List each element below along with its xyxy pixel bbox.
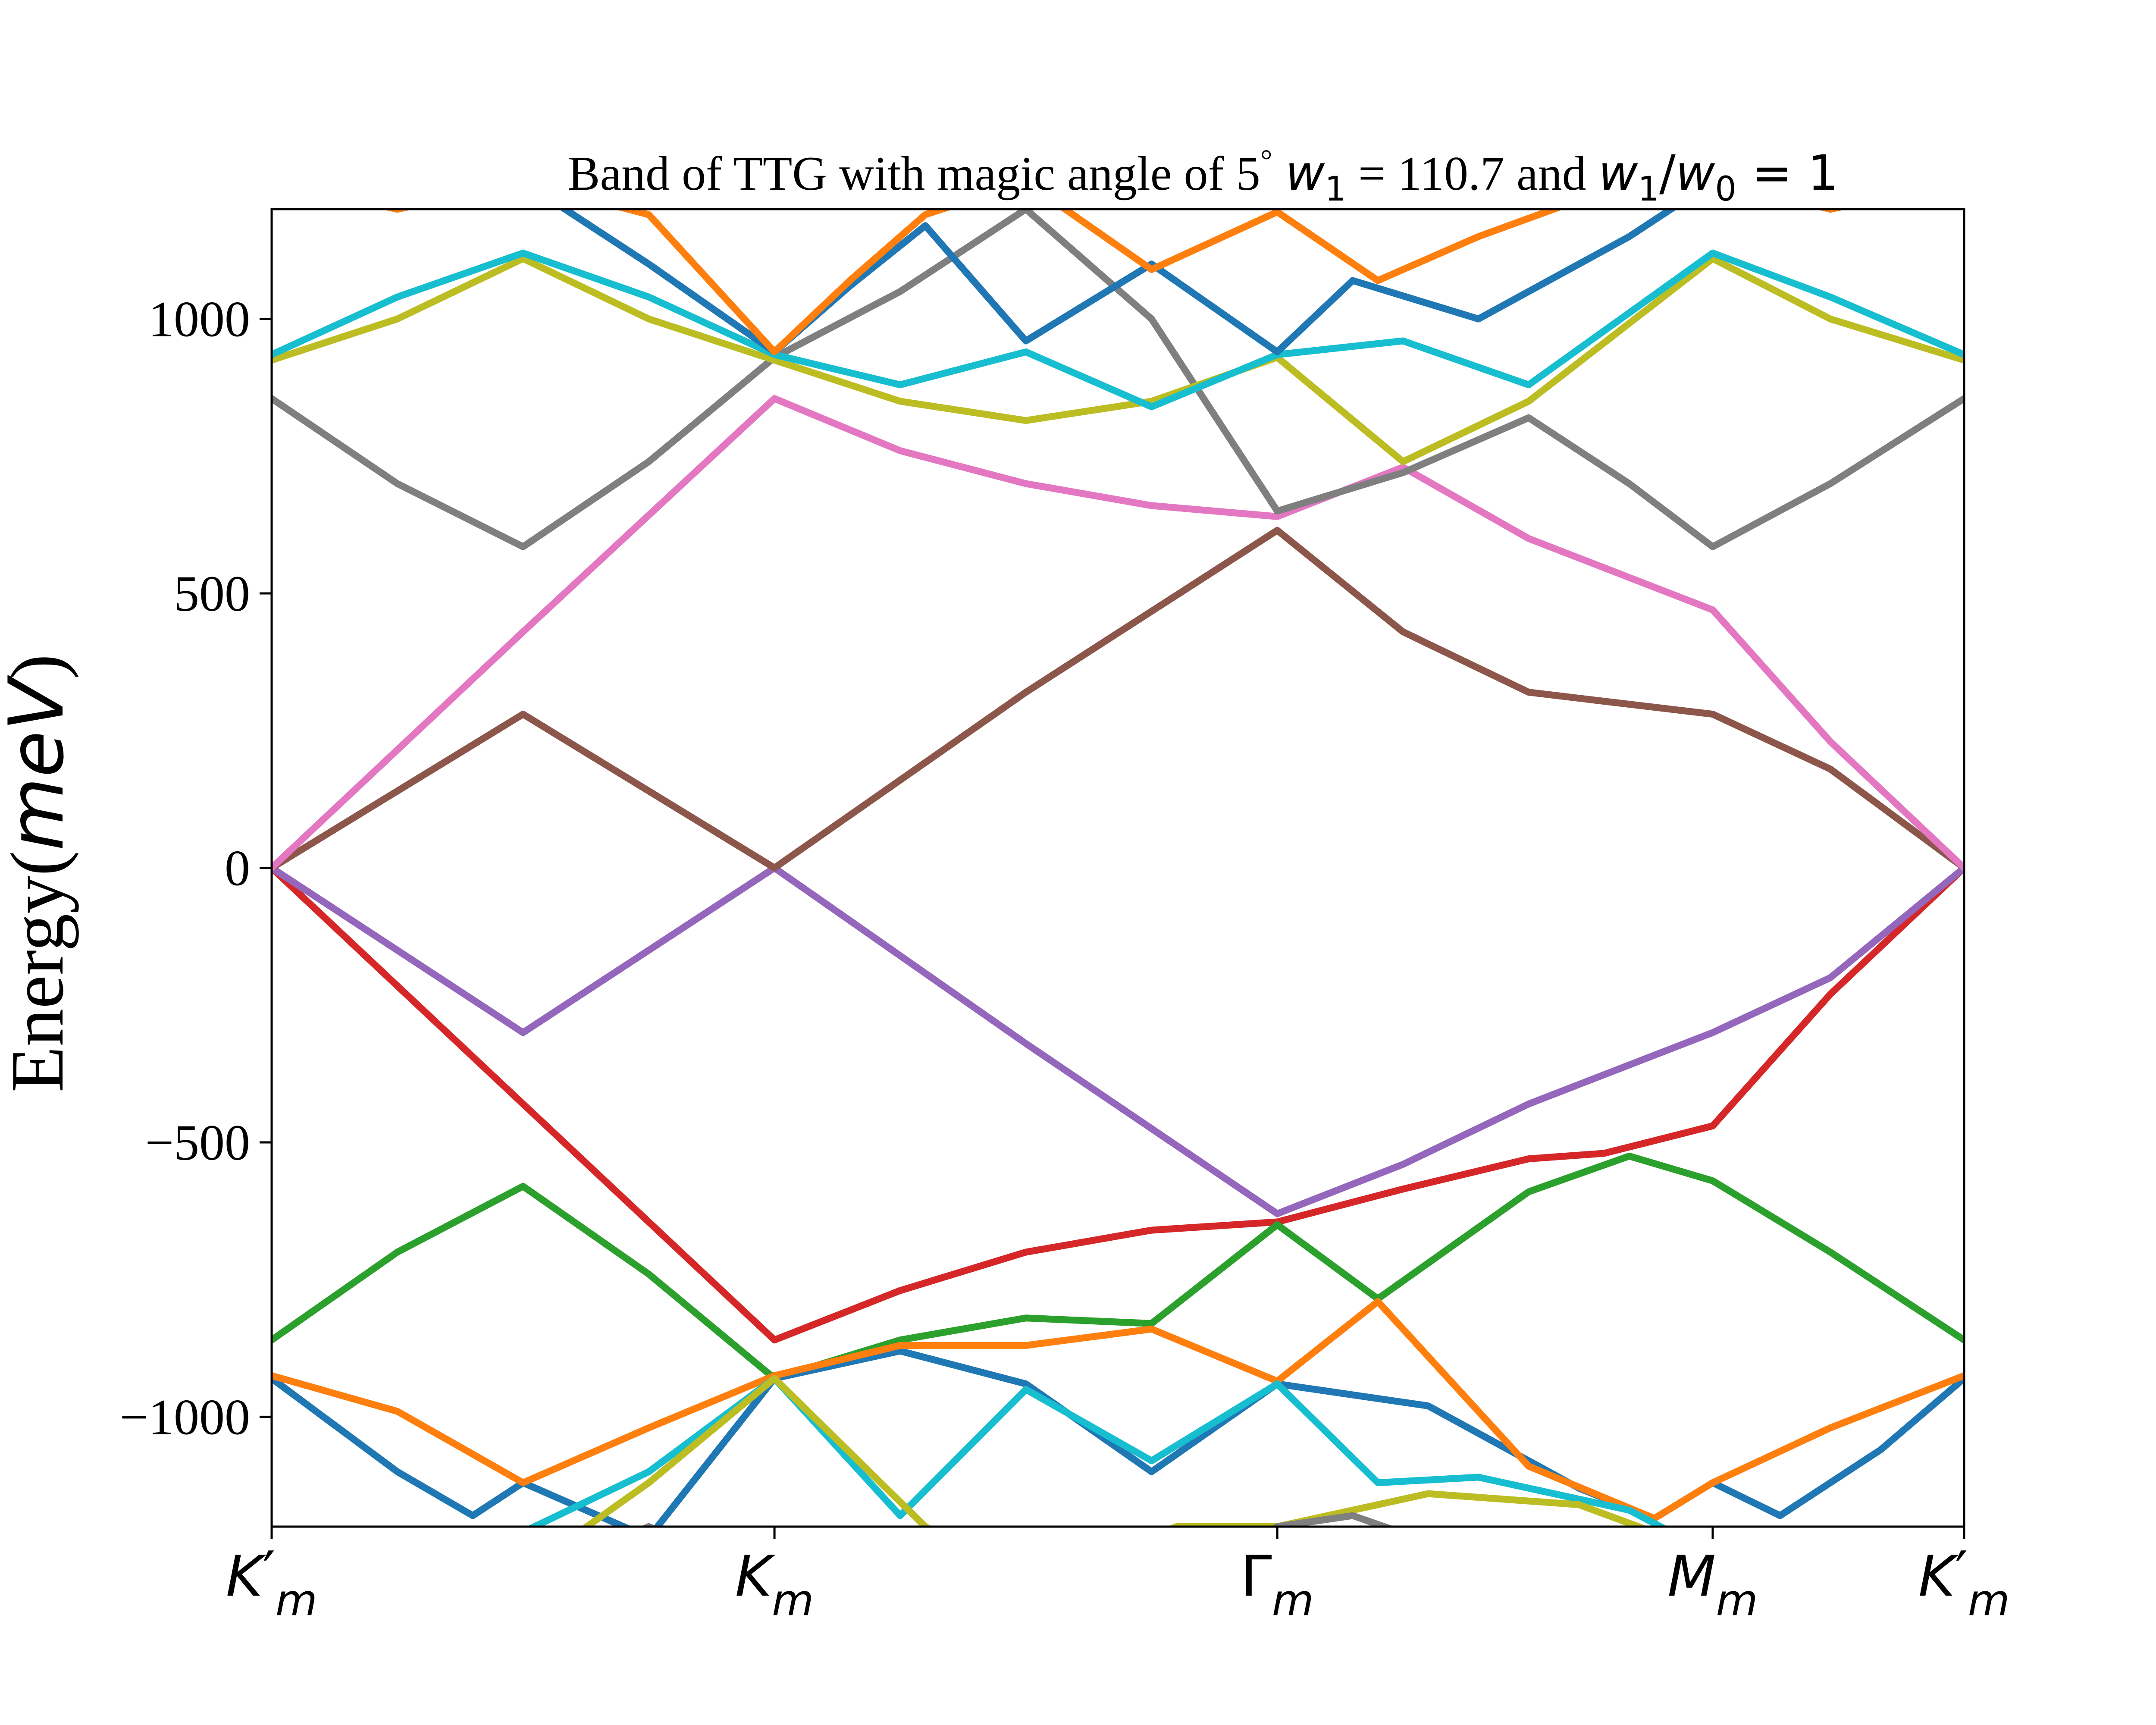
y-axis-label-close: ) [0,654,79,679]
y-axis-label-text: Energy( [0,851,79,1092]
band-line-9 [381,209,1848,355]
band-line-2 [272,864,1964,1217]
band-line-11 [272,1347,1964,1527]
band-line-15 [640,1512,1395,1527]
title-w1-symbol: w [1285,145,1325,201]
band-line-14 [581,1375,1648,1527]
y-axis-label: Energy(meV) [0,654,81,1093]
title-ratio-value: = 1 [1736,145,1838,201]
band-line-6 [272,209,1964,550]
title-w1-subscript: 1 [1325,170,1346,209]
series-layer [272,209,1964,1527]
x-tick-label-1: K′m [226,1539,317,1625]
title-prefix: Band of TTG with magic angle of 5 [568,147,1260,201]
title-ratio-sub0: 0 [1715,170,1736,209]
y-ticks: 1000 500 0 −500 −1000 [119,291,272,1445]
band-line-10 [381,209,1848,355]
title-w1-value: = 110.7 and [1346,147,1598,201]
band-line-8 [272,249,1964,411]
y-tick-label-2: 500 [174,565,250,622]
x-ticks: K′m Km Γm Mm K′m [226,1527,2010,1625]
title-ratio-w1: w [1598,145,1638,201]
band-line-4 [272,395,1964,872]
title-ratio-sub1: 1 [1638,170,1659,209]
y-tick-label-4: −500 [145,1114,250,1171]
x-tick-label-4: Mm [1667,1543,1758,1625]
title-ratio-slash: / [1659,145,1676,201]
x-tick-label-3: Γm [1241,1543,1314,1625]
title-ratio-w0: w [1676,145,1715,201]
title-degree: ° [1260,144,1272,177]
band-line-7 [272,255,1964,465]
band-line-3 [272,527,1964,872]
x-tick-label-2: Km [735,1543,814,1625]
band-line-12 [272,1298,1964,1522]
y-tick-label-5: −1000 [119,1389,250,1445]
chart-title: Band of TTG with magic angle of 5° w1 = 1… [568,144,1839,209]
x-tick-label-5: K′m [1918,1539,2010,1625]
band-line-5 [272,1152,1964,1382]
band-line-13 [526,1375,1668,1527]
y-tick-label-1: 1000 [148,291,250,348]
y-tick-label-3: 0 [225,840,250,897]
y-axis-label-unit: meV [0,675,81,851]
